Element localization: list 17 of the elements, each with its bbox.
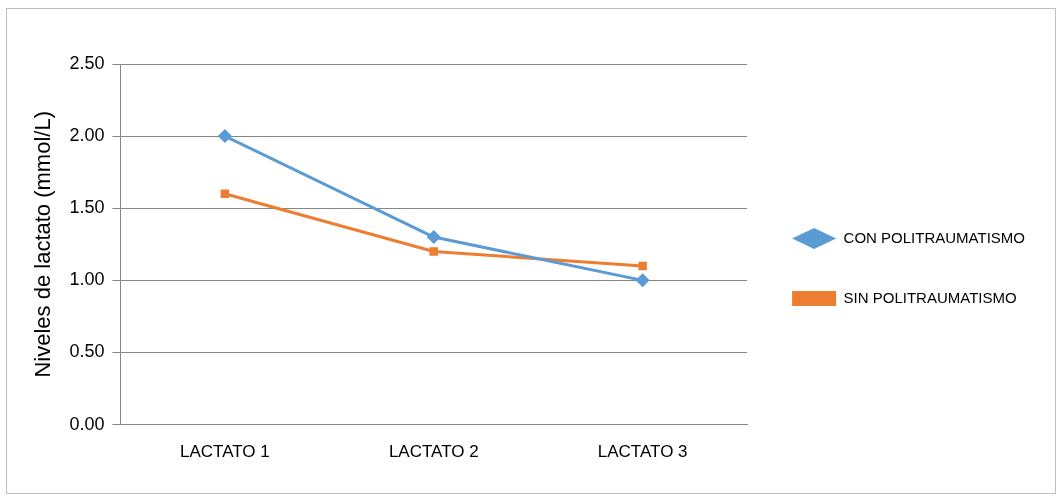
point xyxy=(217,129,232,144)
point xyxy=(635,273,650,288)
y-tick-label: 2.00 xyxy=(69,125,105,146)
y-tick-label: 1.00 xyxy=(69,269,105,290)
point xyxy=(429,247,439,256)
y-tick-label: 2.50 xyxy=(69,52,105,73)
x-tick-label: LACTATO 1 xyxy=(180,442,270,462)
legend-label: SIN POLITRAUMATISMO xyxy=(843,288,1017,306)
y-tick-label: 0.00 xyxy=(69,413,105,434)
y-axis-title: Niveles de lactato (mmol/L) xyxy=(30,111,56,378)
legend-label: CON POLITRAUMATISMO xyxy=(843,228,1026,246)
x-tick-label: LACTATO 3 xyxy=(597,442,688,462)
y-tick-label: 1.50 xyxy=(69,197,105,218)
y-tick-label: 0.50 xyxy=(69,341,105,362)
point xyxy=(638,261,647,271)
x-tick-label: LACTATO 2 xyxy=(388,442,479,462)
point xyxy=(426,230,441,245)
